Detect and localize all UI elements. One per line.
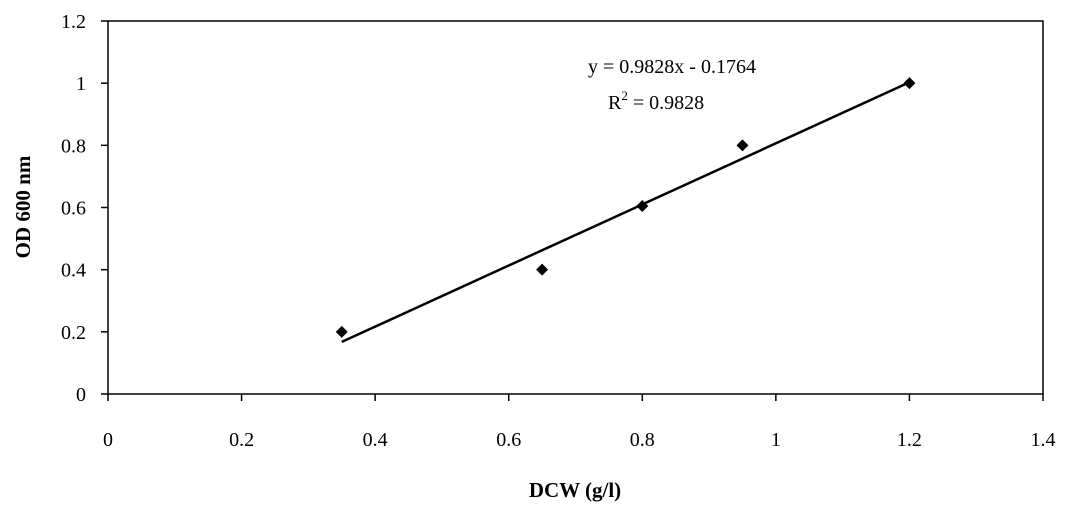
- y-tick-label: 0.8: [61, 135, 86, 157]
- plot-area: [107, 20, 1044, 395]
- x-tick-label: 0: [103, 429, 113, 451]
- data-point: [335, 325, 348, 338]
- data-point: [736, 139, 749, 152]
- x-tick-label: 0.4: [363, 429, 388, 451]
- y-axis-title: OD 600 nm: [11, 155, 35, 258]
- y-tick-label: 0.2: [61, 322, 86, 344]
- r-squared-label: R2 = 0.9828: [608, 88, 704, 114]
- x-tick-label: 0.2: [229, 429, 254, 451]
- x-axis-title: DCW (g/l): [529, 478, 621, 502]
- y-tick-label: 1.2: [61, 11, 86, 33]
- trendline-layer: [341, 81, 910, 344]
- y-axis-ticks: 0 0.2 0.4 0.6 0.8 1 1.2: [61, 11, 108, 406]
- data-point: [903, 77, 916, 90]
- data-point: [636, 199, 649, 212]
- y-tick-label: 1: [76, 73, 86, 95]
- trendline-equation: y = 0.9828x - 0.1764: [588, 56, 756, 78]
- data-points: [335, 77, 916, 338]
- x-tick-label: 0.6: [496, 429, 521, 451]
- x-tick-label: 1.4: [1031, 429, 1056, 451]
- trendline: [341, 81, 910, 344]
- x-tick-label: 1.2: [897, 429, 922, 451]
- r-squared-exponent: 2: [621, 88, 628, 103]
- r-squared-symbol: R: [608, 92, 622, 114]
- x-tick-label: 0.8: [630, 429, 655, 451]
- y-tick-label: 0.4: [61, 260, 86, 282]
- x-tick-label: 1: [771, 429, 781, 451]
- y-tick-label: 0: [76, 384, 86, 406]
- plot-border: [107, 20, 1044, 395]
- r-squared-value: = 0.9828: [628, 92, 704, 114]
- x-axis-ticks: 0 0.2 0.4 0.6 0.8 1 1.2 1.4: [103, 394, 1056, 451]
- y-tick-label: 0.6: [61, 198, 86, 220]
- data-point: [536, 263, 549, 276]
